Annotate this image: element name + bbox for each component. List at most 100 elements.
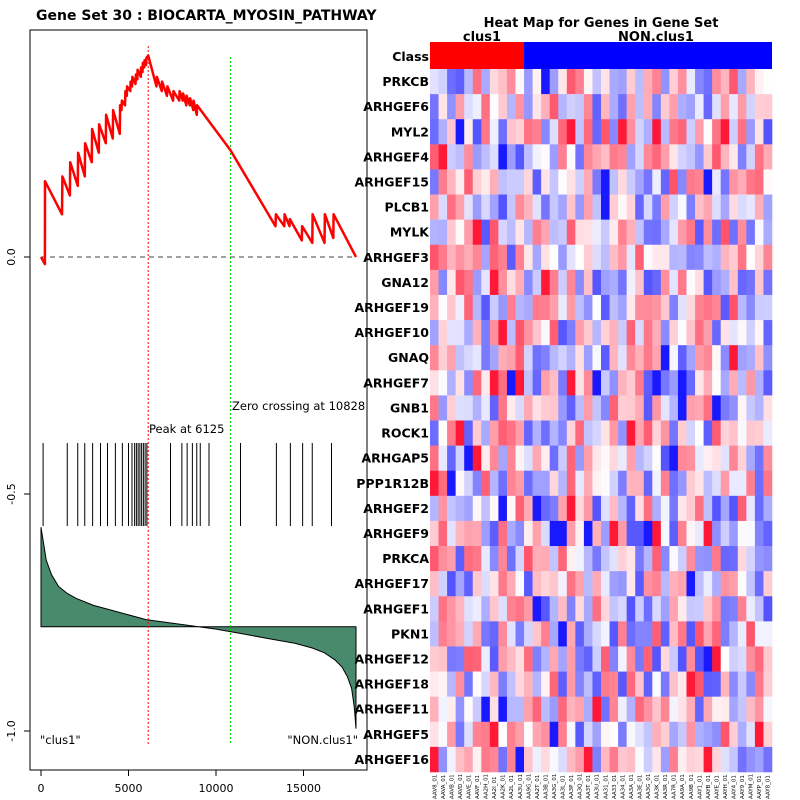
heatmap-cell	[763, 495, 773, 522]
heatmap-cell	[652, 646, 662, 672]
heatmap-cell	[720, 646, 730, 672]
heatmap-cell	[583, 721, 593, 748]
heatmap-cell	[712, 320, 721, 346]
heatmap-cell	[695, 621, 704, 647]
heatmap-cell	[524, 370, 533, 396]
heatmap-cell	[720, 144, 730, 170]
heatmap-cell	[592, 94, 602, 120]
heatmap-cell	[472, 94, 482, 120]
heatmap-cell	[609, 395, 619, 421]
heatmap-cell	[669, 169, 679, 195]
heatmap-cell	[677, 495, 687, 522]
heatmap-cell	[677, 671, 687, 697]
heatmap-cell	[695, 671, 704, 697]
heatmap-cell	[720, 219, 730, 246]
heatmap-cell	[703, 646, 713, 672]
heatmap-cell	[643, 345, 653, 371]
heatmap-cell	[447, 219, 456, 246]
heatmap-cell	[660, 294, 670, 321]
gene-hit-marks	[42, 443, 332, 526]
heatmap-cell	[703, 596, 713, 622]
heatmap-cell	[635, 470, 645, 497]
heatmap-cell	[430, 119, 439, 145]
heatmap-cell	[754, 646, 764, 672]
heatmap-cell	[618, 345, 627, 371]
heatmap-cell	[515, 445, 525, 472]
heatmap-cell	[566, 395, 576, 421]
heatmap-row-label: PKN1	[391, 626, 429, 641]
heatmap-cell	[660, 696, 670, 723]
heatmap-cell	[447, 696, 456, 723]
heatmap-column-label: AA3G_01	[552, 774, 558, 799]
heatmap-cell	[737, 495, 747, 522]
heatmap-cell	[669, 269, 679, 296]
heatmap-cell	[592, 445, 602, 472]
heatmap-cell	[626, 94, 636, 120]
heatmap-cell	[720, 721, 730, 748]
heatmap-cell	[438, 294, 448, 321]
heatmap-cell	[652, 571, 662, 597]
heatmap-cell	[583, 495, 593, 522]
heatmap-cell	[464, 696, 474, 723]
heatmap-cell	[438, 495, 448, 522]
heatmap-cell	[763, 219, 773, 246]
heatmap-cell	[541, 69, 550, 95]
heatmap-cell	[695, 445, 704, 472]
heatmap-cell	[438, 370, 448, 396]
heatmap-cell	[609, 746, 619, 773]
heatmap-column-label: AA3K_01	[655, 774, 661, 799]
heatmap-row-label: ARHGEF7	[363, 375, 429, 390]
heatmap-cell	[472, 395, 482, 421]
heatmap-cell	[583, 420, 593, 446]
heatmap-cell	[729, 571, 739, 597]
heatmap-cell	[703, 395, 713, 421]
heatmap-cell	[712, 144, 721, 170]
heatmap-cell	[703, 621, 713, 647]
heatmap-cell	[575, 546, 585, 572]
heatmap-cell	[566, 370, 576, 396]
heatmap-cell	[703, 470, 713, 497]
heatmap-cell	[541, 495, 550, 522]
heatmap-cell	[506, 144, 516, 170]
y-tick-label-2: -1.0	[5, 720, 18, 741]
heatmap-cell	[447, 571, 456, 597]
heatmap-cell	[618, 244, 627, 271]
heatmap-cell	[575, 445, 585, 472]
heatmap-cell	[532, 370, 542, 396]
heatmap-cell	[746, 596, 756, 622]
heatmap-cell	[583, 445, 593, 472]
heatmap-cell	[455, 721, 465, 748]
heatmap-cell	[677, 345, 687, 371]
heatmap-cell	[532, 671, 542, 697]
heatmap-row-label: ARHGEF16	[355, 752, 430, 767]
heatmap-cell	[481, 746, 491, 773]
heatmap-cell	[720, 119, 730, 145]
heatmap-cell	[686, 119, 696, 145]
heatmap-cell	[763, 671, 773, 697]
heatmap-cell	[592, 596, 602, 622]
heatmap-row-label: GNA12	[381, 275, 429, 290]
heatmap-cell	[532, 320, 542, 346]
heatmap-cell	[746, 721, 756, 748]
heatmap-column-label: AAVF_01	[475, 775, 481, 799]
heatmap-cell	[737, 219, 747, 246]
heatmap-cell	[695, 119, 704, 145]
heatmap-cell	[498, 546, 508, 572]
heatmap-cell	[746, 144, 756, 170]
heatmap-cell	[583, 370, 593, 396]
heatmap-cell	[601, 345, 610, 371]
heatmap-cell	[532, 495, 542, 522]
heatmap-cell	[737, 646, 747, 672]
heatmap-cell	[618, 571, 627, 597]
heatmap-cell	[686, 671, 696, 697]
heatmap-cell	[609, 646, 619, 672]
heatmap-cell	[489, 571, 499, 597]
heatmap-column-label: AA2T_01	[535, 775, 541, 799]
heatmap-cell	[677, 746, 687, 773]
heatmap-cell	[712, 169, 721, 195]
heatmap-cell	[481, 320, 491, 346]
heatmap-cell	[677, 445, 687, 472]
heatmap-cell	[583, 345, 593, 371]
heatmap-cell	[677, 621, 687, 647]
heatmap-cell	[746, 320, 756, 346]
